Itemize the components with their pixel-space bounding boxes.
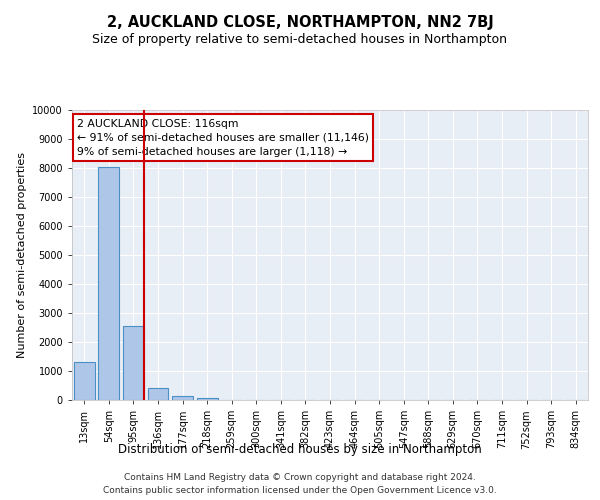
Bar: [74, 362, 95, 400]
Text: Contains HM Land Registry data © Crown copyright and database right 2024.: Contains HM Land Registry data © Crown c…: [124, 472, 476, 482]
Text: Size of property relative to semi-detached houses in Northampton: Size of property relative to semi-detach…: [92, 32, 508, 46]
Bar: [148, 388, 169, 400]
Text: Distribution of semi-detached houses by size in Northampton: Distribution of semi-detached houses by …: [118, 442, 482, 456]
Text: Contains public sector information licensed under the Open Government Licence v3: Contains public sector information licen…: [103, 486, 497, 495]
Bar: [123, 326, 144, 400]
Bar: [98, 166, 119, 400]
Text: 2, AUCKLAND CLOSE, NORTHAMPTON, NN2 7BJ: 2, AUCKLAND CLOSE, NORTHAMPTON, NN2 7BJ: [107, 15, 493, 30]
Text: 2 AUCKLAND CLOSE: 116sqm
← 91% of semi-detached houses are smaller (11,146)
9% o: 2 AUCKLAND CLOSE: 116sqm ← 91% of semi-d…: [77, 118, 369, 156]
Bar: [172, 396, 193, 400]
Bar: [197, 398, 218, 400]
Y-axis label: Number of semi-detached properties: Number of semi-detached properties: [17, 152, 27, 358]
